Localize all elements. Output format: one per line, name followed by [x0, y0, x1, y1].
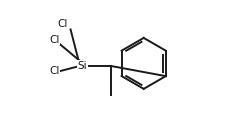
Text: Cl: Cl: [57, 19, 68, 29]
Text: Cl: Cl: [50, 66, 60, 76]
Text: Cl: Cl: [50, 35, 60, 45]
Text: Si: Si: [77, 61, 87, 71]
